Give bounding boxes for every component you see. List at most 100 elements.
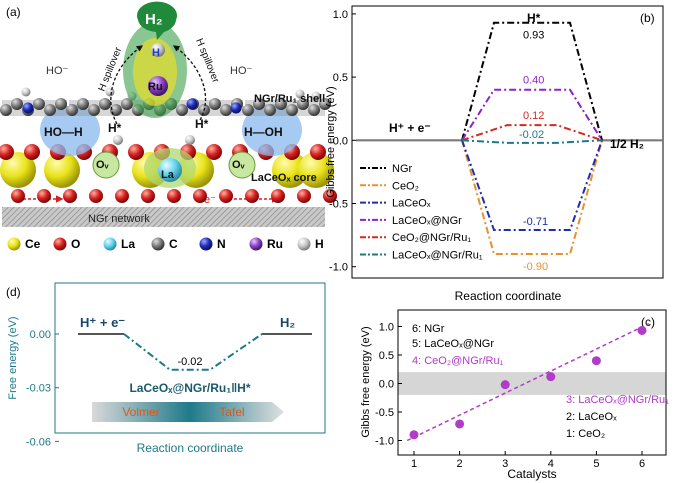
- legend-label-la: La: [121, 237, 135, 251]
- panel-d-tick-label: -0.06: [26, 436, 51, 448]
- panel-b-tick-label: -0.5: [329, 199, 348, 211]
- panel-d-tick-label: -0.03: [26, 383, 51, 395]
- n-atom: [186, 98, 198, 110]
- water-blob-left: [40, 104, 100, 156]
- ce-atom: [0, 152, 36, 188]
- n-atom: [230, 102, 242, 114]
- panel-b-legend-label: NGr: [392, 163, 413, 175]
- panel-b-chart: (b) Gibbs free energy (eV) Reaction coor…: [325, 5, 664, 303]
- legend-swatch-ru: [249, 237, 263, 251]
- panel-c-frame: [397, 309, 667, 456]
- panel-c-tick-label: 1.0: [379, 322, 394, 334]
- ru-label: Ru: [148, 81, 163, 93]
- c-atom: [33, 98, 45, 110]
- panel-d-chart: (d) Free energy (eV) Reaction coordinate…: [6, 282, 326, 455]
- c-atom: [308, 104, 320, 116]
- o-atom: [310, 144, 326, 160]
- panel-c-tick-label: 0.0: [379, 379, 394, 391]
- hoh-right-label: H—OH: [244, 125, 283, 139]
- panel-b-frame: [351, 5, 664, 279]
- panel-c-ylabel: Gibbs free energy (eV): [360, 326, 372, 437]
- panel-c-point: [591, 356, 601, 366]
- hstar-right-label: H*: [195, 117, 209, 131]
- panel-c-point: [455, 419, 465, 429]
- h2-label: H₂: [145, 11, 163, 28]
- hoh-left-label: HO—H: [44, 125, 83, 139]
- panel-d-left-state: H⁺ + e⁻: [80, 315, 125, 330]
- panel-b-series-line: [461, 21, 603, 141]
- ce-atom: [272, 152, 308, 188]
- legend-label-n: N: [217, 237, 226, 251]
- panel-c-note: 5: LaCeOₓ@NGr: [412, 338, 494, 350]
- panel-c-note: 1: CeO₂: [566, 428, 605, 440]
- o-atom: [193, 189, 207, 203]
- panel-d-ylabel: Free energy (eV): [7, 316, 19, 399]
- panel-b-xlabel: Reaction coordinate: [455, 289, 562, 303]
- c-atom: [0, 104, 12, 116]
- panel-b-data-label: 0.93: [523, 30, 544, 42]
- panel-c-optimal-band: [398, 372, 666, 395]
- panel-b-mid-state: H*: [527, 11, 541, 25]
- legend-label-o: O: [71, 237, 80, 251]
- panel-c-point: [637, 325, 647, 335]
- panel-c-xtick-label: 1: [411, 458, 417, 470]
- panel-d-label: (d): [6, 285, 21, 299]
- panel-c-note: 6: NGr: [412, 323, 445, 335]
- panel-d-frame: [54, 282, 326, 434]
- panel-b-series-line: [461, 140, 603, 256]
- panel-b-tick-label: 0.5: [333, 72, 348, 84]
- h-atom: [311, 91, 321, 101]
- o-atom: [0, 144, 14, 160]
- o-atom: [11, 189, 25, 203]
- ov-label-right: Oᵥ: [232, 159, 246, 171]
- panel-b-tick-label: -1.0: [329, 262, 348, 274]
- ngr-network-label: NGr network: [88, 213, 150, 225]
- la-atom: [158, 158, 182, 182]
- spillover-arc-right: [172, 45, 207, 121]
- legend-label-h: H: [315, 237, 324, 251]
- adsorbed-h-atom: [151, 43, 165, 57]
- c-atom: [121, 98, 133, 110]
- ce-atom: [298, 152, 334, 188]
- panel-d-xlabel: Reaction coordinate: [137, 441, 244, 455]
- c-atom: [209, 98, 221, 110]
- panel-b-data-label: -0.02: [519, 129, 544, 141]
- panel-b-right-state: 1/2 H₂: [610, 137, 644, 151]
- panel-c-chart: (c) Gibbs free energy (eV) Catalysts 1.0…: [360, 309, 669, 481]
- panel-c-xlabel: Catalysts: [507, 467, 556, 481]
- panel-b-legend-label: LaCeOₓ@NGr/Ru₁: [392, 250, 483, 262]
- panel-b-tick-label: 1.0: [333, 9, 348, 21]
- o-atom: [115, 189, 129, 203]
- panel-c-xtick-label: 4: [548, 458, 554, 470]
- panel-b-label: (b): [640, 11, 655, 25]
- legend-label-ce: Ce: [25, 237, 41, 251]
- o-atom: [271, 189, 285, 203]
- c-atom: [99, 98, 111, 110]
- legend-swatch-h: [297, 237, 311, 251]
- c-atom: [88, 104, 100, 116]
- panel-b-data-label: 0.40: [523, 75, 544, 87]
- legend-label-ru: Ru: [267, 237, 283, 251]
- legend-swatch-o: [53, 237, 67, 251]
- c-atom: [77, 98, 89, 110]
- electron-label-right: e⁻: [204, 194, 216, 206]
- h2-bubble: [137, 1, 177, 41]
- ce-atom: [44, 152, 80, 188]
- panel-b-legend-label: LaCeOₓ@NGr: [392, 215, 462, 227]
- panel-c-note: 4: CeO₂@NGr/Ru₁: [412, 355, 504, 367]
- panel-c-tick-label: 0.5: [379, 350, 394, 362]
- panel-c-tick-label: -1.0: [375, 436, 394, 448]
- o-atom: [323, 189, 337, 203]
- c-atom: [264, 104, 276, 116]
- c-atom: [55, 98, 67, 110]
- panel-c-point: [546, 372, 556, 382]
- panel-a-schematic: (a) NGr network e⁻ e⁻ LaCeOₓ core La Oᵥ …: [0, 1, 337, 227]
- panel-c-trend-line: [406, 322, 650, 442]
- hstar-left-label: H*: [108, 121, 122, 135]
- panel-c-xtick-label: 5: [593, 458, 599, 470]
- panel-b-data-label: -0.90: [523, 261, 548, 273]
- h-atom: [295, 89, 305, 99]
- c-atom: [275, 98, 287, 110]
- h-atom: [113, 135, 123, 145]
- panel-c-note: 2: LaCeOₓ: [566, 411, 617, 423]
